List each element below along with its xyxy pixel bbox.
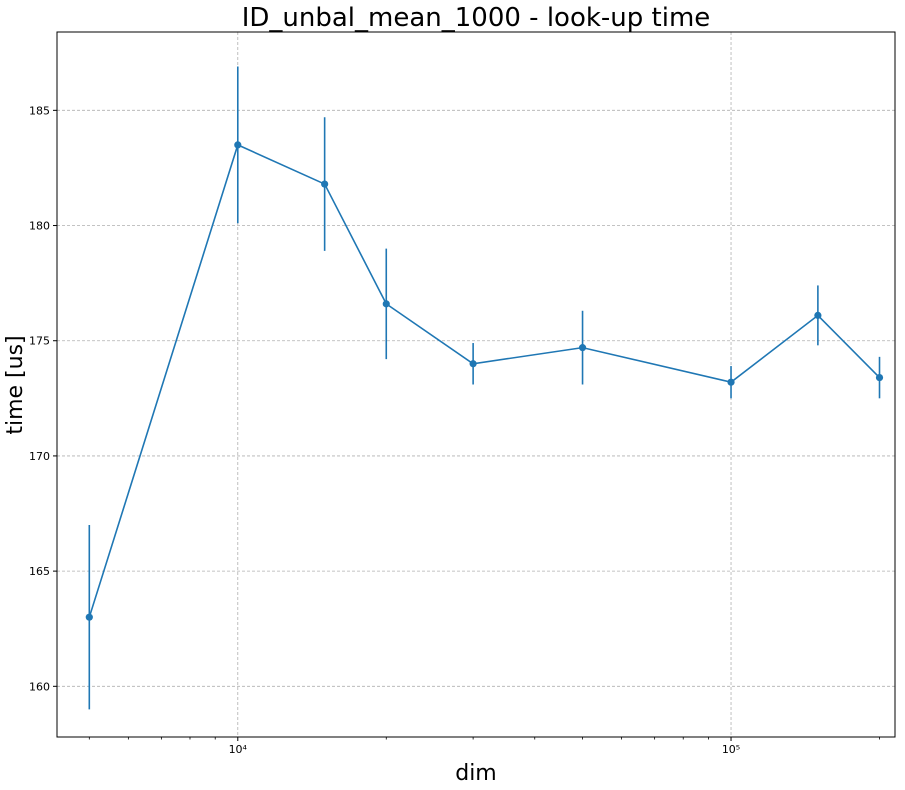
- data-point: [321, 180, 329, 188]
- x-tick-label: 10⁵: [722, 743, 740, 756]
- data-point: [727, 378, 735, 386]
- x-axis-label: dim: [455, 761, 497, 786]
- y-axis-label: time [us]: [3, 335, 28, 434]
- data-point: [234, 141, 242, 149]
- data-point: [875, 373, 884, 382]
- y-tick-label: 185: [29, 104, 50, 117]
- y-tick-label: 165: [29, 565, 50, 578]
- data-point: [814, 311, 822, 319]
- data-point: [382, 300, 390, 308]
- data-points: [85, 141, 884, 621]
- y-tick-label: 180: [29, 220, 50, 233]
- data-point: [469, 360, 477, 368]
- x-tick-label: 10⁴: [229, 743, 248, 756]
- plot-background: [57, 32, 895, 737]
- data-point: [85, 613, 93, 621]
- y-tick-label: 170: [29, 450, 50, 463]
- plot-frame: [56, 31, 896, 738]
- y-tick-label: 160: [29, 680, 50, 693]
- chart-title: ID_unbal_mean_1000 - look-up time: [242, 3, 711, 33]
- x-axis-ticks: 10⁴ 10⁵: [229, 737, 740, 756]
- y-tick-label: 175: [29, 335, 50, 348]
- data-point: [578, 344, 587, 352]
- y-axis-ticks: 160 165 170 175 180 185: [29, 104, 57, 693]
